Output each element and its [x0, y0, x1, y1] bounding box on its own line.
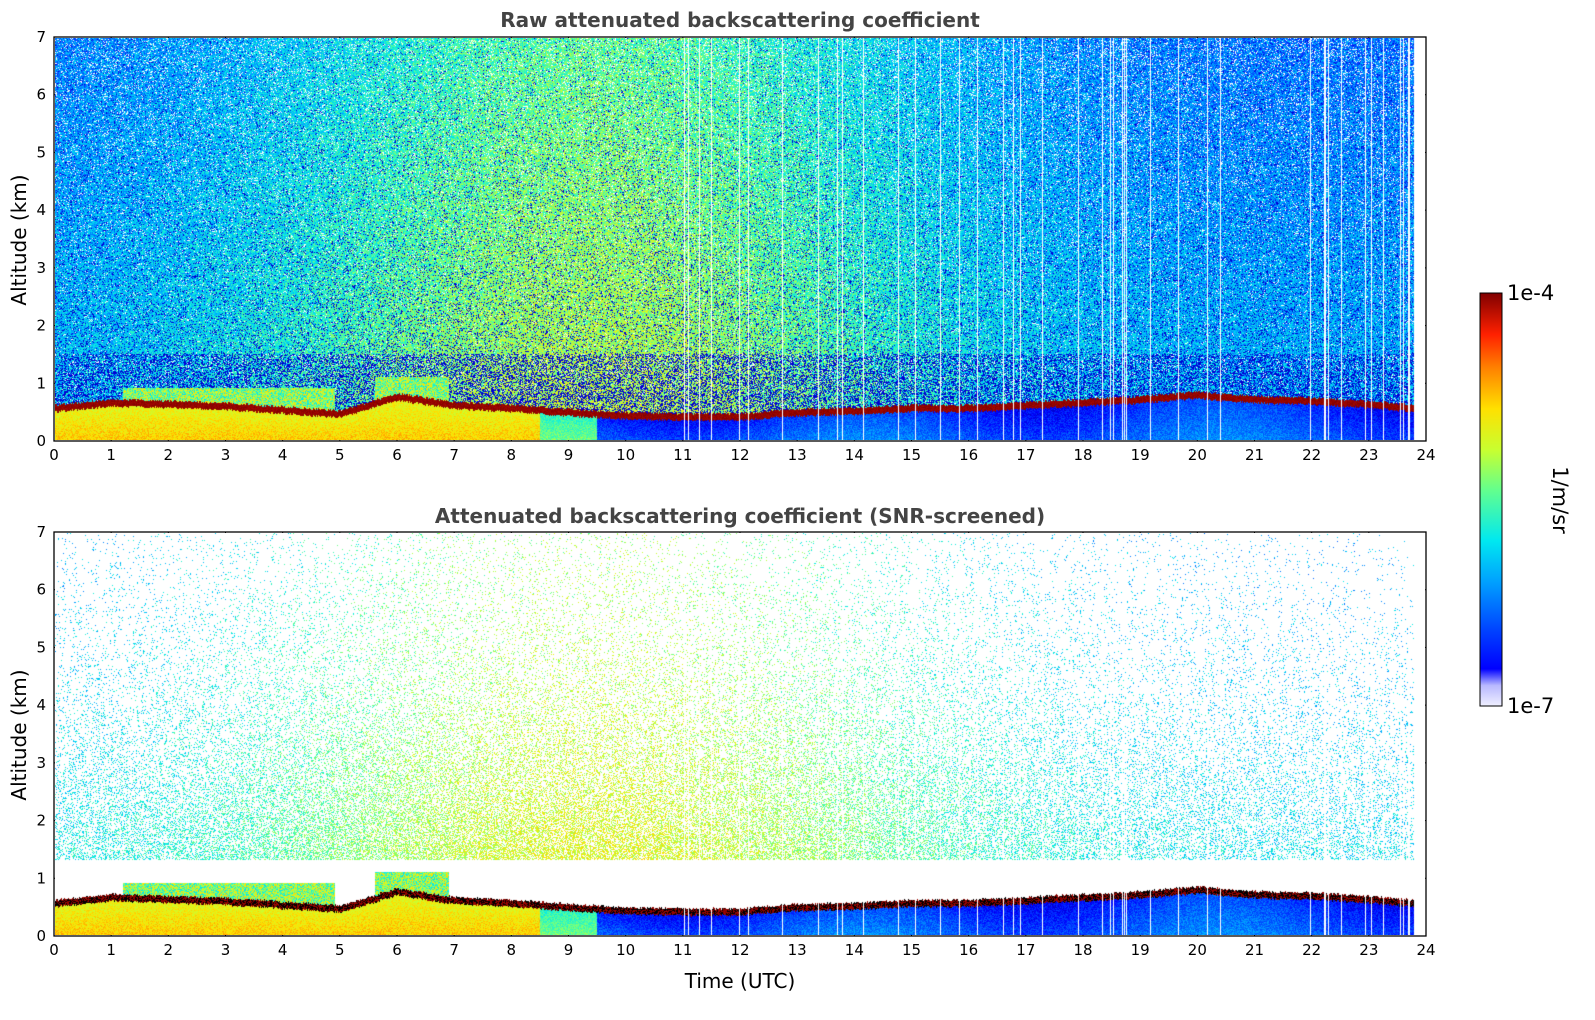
x-tick-label: 9 — [564, 446, 574, 464]
x-tick-label: 9 — [564, 941, 574, 959]
y-tick-label: 6 — [36, 86, 46, 104]
x-tick-label: 21 — [1245, 446, 1264, 464]
y-tick-label: 5 — [36, 638, 46, 656]
chart-title-screened: Attenuated backscattering coefficient (S… — [435, 504, 1045, 528]
x-tick-label: 22 — [1302, 941, 1321, 959]
x-tick-label: 14 — [845, 941, 864, 959]
y-tick-label: 3 — [36, 259, 46, 277]
y-tick-label: 7 — [36, 523, 46, 541]
x-tick-label: 15 — [902, 941, 921, 959]
x-tick-label: 24 — [1416, 446, 1435, 464]
y-tick-label: 5 — [36, 143, 46, 161]
chart-title-raw: Raw attenuated backscattering coefficien… — [500, 8, 980, 32]
colorbar-min-label: 1e-7 — [1507, 694, 1554, 718]
x-tick-label: 1 — [106, 941, 116, 959]
colorbar-max-label: 1e-4 — [1507, 281, 1554, 305]
x-tick-label: 5 — [335, 446, 345, 464]
x-tick-label: 10 — [616, 446, 635, 464]
x-tick-label: 19 — [1131, 446, 1150, 464]
y-tick-label: 4 — [36, 696, 46, 714]
x-tick-label: 22 — [1302, 446, 1321, 464]
heatmap-screened — [55, 533, 1425, 935]
y-tick-label: 7 — [36, 28, 46, 46]
x-tick-label: 2 — [164, 446, 174, 464]
x-tick-label: 3 — [221, 446, 231, 464]
x-tick-label: 20 — [1188, 446, 1207, 464]
x-tick-label: 5 — [335, 941, 345, 959]
x-tick-label: 23 — [1359, 446, 1378, 464]
x-tick-label: 6 — [392, 941, 402, 959]
x-tick-label: 18 — [1073, 941, 1092, 959]
plot-frame-raw — [53, 36, 1427, 442]
x-tick-label: 3 — [221, 941, 231, 959]
x-tick-label: 4 — [278, 941, 288, 959]
x-tick-label: 8 — [507, 941, 517, 959]
x-tick-label: 14 — [845, 446, 864, 464]
y-tick-label: 6 — [36, 581, 46, 599]
x-tick-label: 0 — [49, 446, 59, 464]
colorbar-gradient — [1479, 292, 1503, 707]
x-tick-label: 19 — [1131, 941, 1150, 959]
x-tick-label: 13 — [788, 446, 807, 464]
x-tick-label: 1 — [106, 446, 116, 464]
x-tick-label: 13 — [788, 941, 807, 959]
axis-ticks-raw: 0 1 2 3 4 5 6 7 8 9 10 11 12 13 14 15 16 17 18 19 20 21 22 23 24… — [36, 28, 1435, 464]
x-tick-label: 0 — [49, 941, 59, 959]
x-tick-label: 12 — [730, 446, 749, 464]
x-tick-label: 16 — [959, 446, 978, 464]
x-tick-label: 7 — [449, 941, 459, 959]
y-tick-label: 2 — [36, 812, 46, 830]
x-axis-label: Time (UTC) — [684, 969, 796, 993]
x-tick-label: 20 — [1188, 941, 1207, 959]
heatmap-raw — [55, 38, 1425, 440]
x-tick-label: 17 — [1016, 941, 1035, 959]
panel-raw: Raw attenuated backscattering coefficien… — [7, 8, 1436, 464]
x-tick-label: 21 — [1245, 941, 1264, 959]
colorbar-unit-label: 1/m/sr — [1548, 466, 1572, 534]
x-tick-label: 11 — [673, 446, 692, 464]
x-tick-label: 11 — [673, 941, 692, 959]
x-tick-label: 18 — [1073, 446, 1092, 464]
y-tick-label: 3 — [36, 754, 46, 772]
y-tick-label: 2 — [36, 317, 46, 335]
x-tick-label: 2 — [164, 941, 174, 959]
x-tick-label: 8 — [507, 446, 517, 464]
x-tick-label: 17 — [1016, 446, 1035, 464]
y-tick-label: 1 — [36, 869, 46, 887]
x-tick-label: 7 — [449, 446, 459, 464]
plot-frame-screened — [53, 531, 1427, 937]
y-tick-label: 0 — [36, 927, 46, 945]
x-tick-label: 12 — [730, 941, 749, 959]
colorbar: 1e-4 1e-7 1/m/sr — [1479, 281, 1572, 718]
x-tick-label: 10 — [616, 941, 635, 959]
x-tick-label: 15 — [902, 446, 921, 464]
y-tick-label: 1 — [36, 374, 46, 392]
y-axis-label-screened: Altitude (km) — [7, 669, 31, 800]
y-tick-label: 4 — [36, 201, 46, 219]
x-tick-label: 24 — [1416, 941, 1435, 959]
x-tick-label: 23 — [1359, 941, 1378, 959]
x-tick-label: 4 — [278, 446, 288, 464]
x-tick-label: 16 — [959, 941, 978, 959]
x-tick-label: 6 — [392, 446, 402, 464]
y-axis-label-raw: Altitude (km) — [7, 174, 31, 305]
y-tick-label: 0 — [36, 432, 46, 450]
